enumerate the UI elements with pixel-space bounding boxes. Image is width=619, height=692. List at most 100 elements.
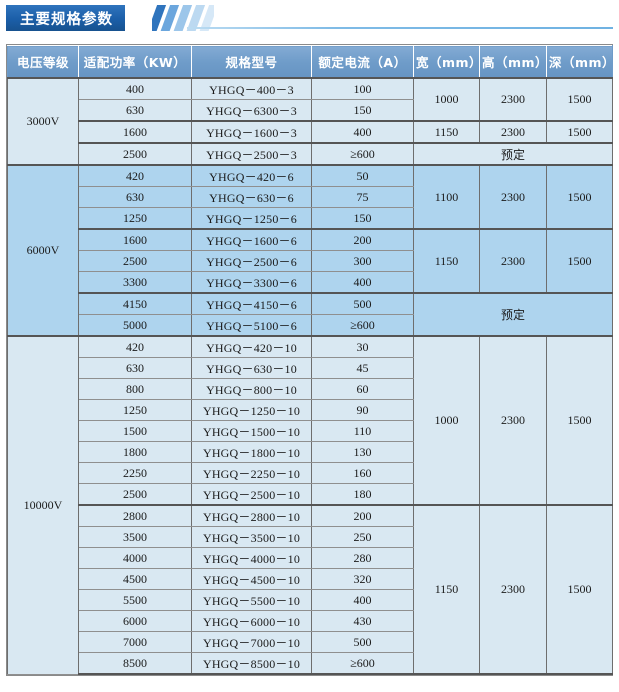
table-row: 3000V 400 YHGQ－400－3 100 1000 2300 1500 bbox=[7, 77, 613, 166]
cell-model: YHGQ－4150－6 bbox=[191, 292, 312, 315]
cell-current: 45 bbox=[311, 357, 414, 379]
cell-model: YHGQ－420－6 bbox=[191, 164, 312, 187]
cell-power: 5500 bbox=[78, 589, 192, 611]
cell-depth: 1500 bbox=[546, 77, 613, 122]
cell-model: YHGQ－6300－3 bbox=[191, 99, 312, 122]
cell-model: YHGQ－1600－6 bbox=[191, 228, 312, 251]
cell-model: YHGQ－1250－10 bbox=[191, 399, 312, 421]
table-row: 2500 YHGQ－2500－3 ≥600 预定 bbox=[8, 142, 613, 166]
table-row: 1250 YHGQ－1250－10 90 bbox=[8, 399, 613, 421]
cell-current: ≥600 bbox=[311, 652, 414, 675]
cell-model: YHGQ－3300－6 bbox=[191, 271, 312, 294]
table-row: 1600 YHGQ－1600－6 200 1150 2300 1500 bbox=[8, 228, 613, 294]
cell-model: YHGQ－1800－10 bbox=[191, 441, 312, 463]
cell-depth: 1500 bbox=[546, 228, 613, 294]
table-row: 3500 YHGQ－3500－10 250 bbox=[8, 526, 613, 548]
table-row: 2800 YHGQ－2800－10 200 1150 2300 1500 bbox=[8, 504, 613, 675]
cell-model: YHGQ－4500－10 bbox=[191, 568, 312, 590]
cell-power: 4500 bbox=[78, 568, 192, 590]
cell-power: 400 bbox=[78, 77, 192, 100]
cell-power: 8500 bbox=[78, 652, 192, 675]
cell-current: 430 bbox=[311, 610, 414, 632]
table-row: 800 YHGQ－800－10 60 bbox=[8, 378, 613, 400]
cell-power: 420 bbox=[78, 164, 192, 187]
table-row: 630 YHGQ－630－6 75 bbox=[8, 186, 613, 208]
cell-current: 110 bbox=[311, 420, 414, 442]
cell-current: 90 bbox=[311, 399, 414, 421]
cell-power: 1600 bbox=[78, 120, 192, 144]
page-title: 主要规格参数 bbox=[6, 5, 125, 31]
cell-power: 800 bbox=[78, 378, 192, 400]
table-row: 1800 YHGQ－1800－10 130 bbox=[8, 441, 613, 463]
cell-current: 200 bbox=[311, 228, 414, 251]
cell-model: YHGQ－1250－6 bbox=[191, 207, 312, 230]
cell-power: 4000 bbox=[78, 547, 192, 569]
cell-power: 7000 bbox=[78, 631, 192, 653]
table-row: 5500 YHGQ－5500－10 400 bbox=[8, 589, 613, 611]
cell-model: YHGQ－420－10 bbox=[191, 335, 312, 358]
cell-model: YHGQ－1500－10 bbox=[191, 420, 312, 442]
cell-model: YHGQ－4000－10 bbox=[191, 547, 312, 569]
cell-current: 100 bbox=[311, 77, 414, 100]
column-header-power: 适配功率（KW） bbox=[78, 45, 192, 79]
cell-current: 500 bbox=[311, 631, 414, 653]
cell-model: YHGQ－2500－10 bbox=[191, 483, 312, 506]
cell-current: 60 bbox=[311, 378, 414, 400]
cell-power: 1600 bbox=[78, 228, 192, 251]
cell-model: YHGQ－6000－10 bbox=[191, 610, 312, 632]
cell-height: 2300 bbox=[479, 504, 547, 675]
cell-voltage-level: 3000V bbox=[7, 77, 79, 166]
cell-power: 2500 bbox=[78, 483, 192, 506]
cell-power: 1800 bbox=[78, 441, 192, 463]
cell-power: 3500 bbox=[78, 526, 192, 548]
cell-model: YHGQ－5100－6 bbox=[191, 314, 312, 337]
cell-power: 2800 bbox=[78, 504, 192, 527]
cell-model: YHGQ－2800－10 bbox=[191, 504, 312, 527]
cell-current: 280 bbox=[311, 547, 414, 569]
table-row: 8500 YHGQ－8500－10 ≥600 bbox=[8, 652, 613, 675]
cell-depth: 1500 bbox=[546, 164, 613, 230]
table-header-row: 电压等级 适配功率（KW） 规格型号 额定电流（A） 宽（mm） 高（mm） 深… bbox=[7, 45, 615, 79]
cell-height: 2300 bbox=[479, 335, 547, 506]
cell-current: 30 bbox=[311, 335, 414, 358]
cell-power: 2250 bbox=[78, 462, 192, 484]
cell-power: 4150 bbox=[78, 292, 192, 315]
table-row: 2500 YHGQ－2500－6 300 bbox=[8, 250, 613, 272]
cell-current: 200 bbox=[311, 504, 414, 527]
cell-power: 630 bbox=[78, 357, 192, 379]
cell-model: YHGQ－5500－10 bbox=[191, 589, 312, 611]
cell-current: 400 bbox=[311, 589, 414, 611]
table-row: 4150 YHGQ－4150－6 500 预定 bbox=[8, 292, 613, 337]
cell-current: 180 bbox=[311, 483, 414, 506]
cell-width: 1150 bbox=[413, 120, 480, 144]
cell-depth: 1500 bbox=[546, 504, 613, 675]
cell-current: 500 bbox=[311, 292, 414, 315]
cell-model: YHGQ－1600－3 bbox=[191, 120, 312, 144]
table-row: 7000 YHGQ－7000－10 500 bbox=[8, 631, 613, 653]
cell-current: 250 bbox=[311, 526, 414, 548]
cell-current: ≥600 bbox=[311, 314, 414, 337]
spec-table-container: 电压等级 适配功率（KW） 规格型号 额定电流（A） 宽（mm） 高（mm） 深… bbox=[6, 44, 615, 676]
column-header-depth: 深（mm） bbox=[546, 45, 615, 79]
cell-power: 1250 bbox=[78, 399, 192, 421]
cell-depth: 1500 bbox=[546, 120, 613, 144]
cell-width: 1000 bbox=[413, 335, 480, 506]
column-header-width: 宽（mm） bbox=[413, 45, 482, 79]
cell-power: 1250 bbox=[78, 207, 192, 230]
cell-width: 1150 bbox=[413, 504, 480, 675]
cell-model: YHGQ－7000－10 bbox=[191, 631, 312, 653]
cell-depth: 1500 bbox=[546, 335, 613, 506]
cell-width: 1000 bbox=[413, 77, 480, 122]
cell-model: YHGQ－8500－10 bbox=[191, 652, 312, 675]
section-header: 主要规格参数 bbox=[0, 0, 619, 44]
cell-power: 5000 bbox=[78, 314, 192, 337]
cell-reserve: 预定 bbox=[413, 292, 613, 337]
cell-power: 2500 bbox=[78, 250, 192, 272]
cell-height: 2300 bbox=[479, 164, 547, 230]
cell-model: YHGQ－630－6 bbox=[191, 186, 312, 208]
table-row: 2250 YHGQ－2250－10 160 bbox=[8, 462, 613, 484]
cell-voltage-level: 10000V bbox=[7, 335, 79, 675]
spec-table: 电压等级 适配功率（KW） 规格型号 额定电流（A） 宽（mm） 高（mm） 深… bbox=[7, 45, 615, 675]
cell-model: YHGQ－400－3 bbox=[191, 77, 312, 100]
cell-current: 400 bbox=[311, 120, 414, 144]
